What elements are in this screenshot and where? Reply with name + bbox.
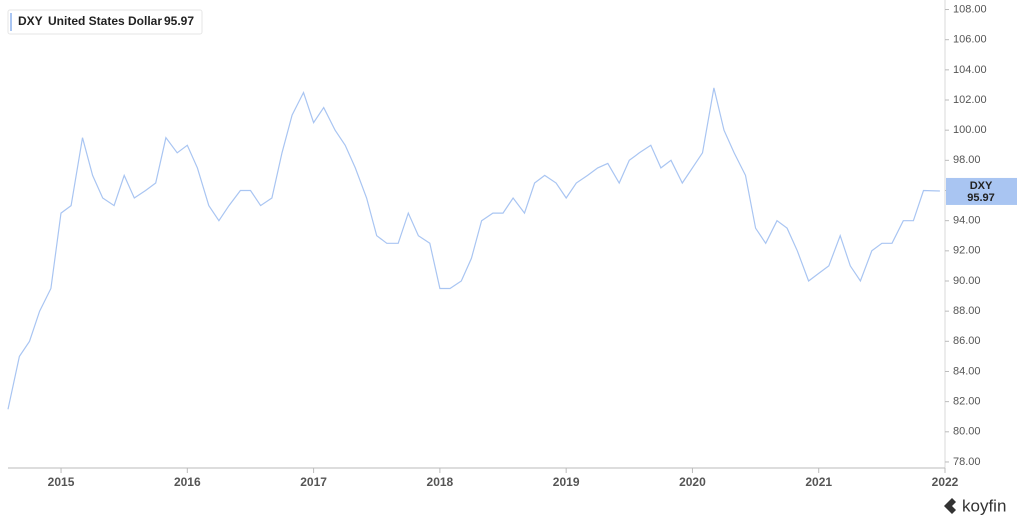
y-tick-label: 108.00 [953, 3, 987, 15]
x-tick-label: 2016 [174, 475, 201, 489]
x-tick-label: 2022 [932, 475, 959, 489]
x-tick-label: 2020 [679, 475, 706, 489]
y-tick-label: 106.00 [953, 34, 987, 46]
y-tick-label: 90.00 [953, 275, 981, 287]
legend-swatch [10, 13, 12, 31]
y-tick-label: 94.00 [953, 215, 981, 227]
x-tick-label: 2018 [427, 475, 454, 489]
x-tick-label: 2021 [805, 475, 832, 489]
y-tick-label: 100.00 [953, 124, 987, 136]
legend: DXY United States Dollar 95.97 [7, 9, 203, 35]
x-tick-label: 2015 [48, 475, 75, 489]
legend-box [7, 9, 203, 35]
last-value-box [946, 177, 1017, 205]
y-tick-label: 84.00 [953, 365, 981, 377]
brand-logo [944, 498, 956, 514]
x-tick-label: 2017 [300, 475, 327, 489]
y-tick-label: 102.00 [953, 94, 987, 106]
x-tick-label: 2019 [553, 475, 580, 489]
brand: koyfin [944, 496, 1006, 515]
y-tick-label: 80.00 [953, 426, 981, 438]
y-tick-label: 78.00 [953, 456, 981, 468]
last-value-ticker: DXY [970, 180, 993, 192]
y-tick-label: 86.00 [953, 335, 981, 347]
last-value-label: 95.97 [967, 192, 995, 204]
legend-description: United States Dollar [48, 14, 162, 28]
y-tick-label: 98.00 [953, 154, 981, 166]
legend-ticker: DXY [18, 14, 43, 28]
y-tick-label: 92.00 [953, 245, 981, 257]
y-tick-label: 88.00 [953, 305, 981, 317]
price-line [7, 87, 940, 410]
legend-value: 95.97 [164, 14, 194, 28]
y-tick-label: 104.00 [953, 64, 987, 76]
y-tick-label: 82.00 [953, 396, 981, 408]
brand-name: koyfin [962, 496, 1006, 515]
